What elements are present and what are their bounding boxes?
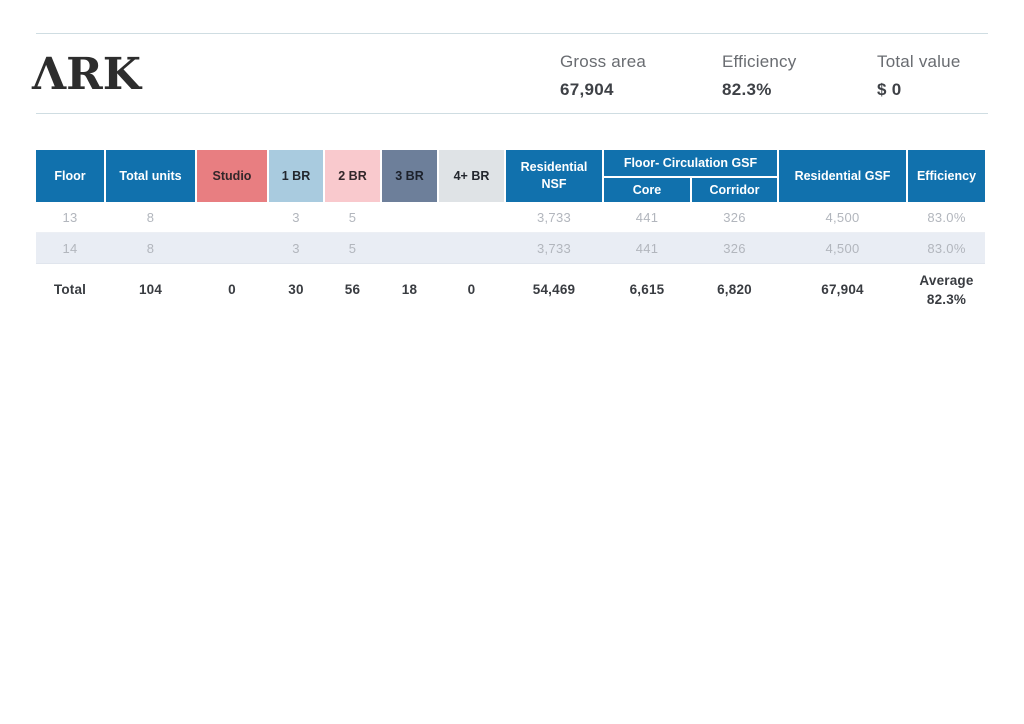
cell-residential-gsf: 4,500 — [825, 240, 860, 256]
col-header-core: Core — [604, 178, 690, 202]
stat-value: 67,904 — [560, 80, 614, 99]
cell-average-efficiency: Average 82.3% — [908, 272, 985, 308]
average-value: 82.3% — [926, 291, 967, 307]
cell-4plus-br: 0 — [467, 282, 476, 298]
cell-efficiency: 83.0% — [927, 209, 966, 225]
cell-1br: 3 — [292, 209, 300, 225]
stat-value: 82.3% — [722, 80, 772, 99]
table-header-row: Floor Total units Studio 1 BR 2 BR 3 BR … — [36, 150, 985, 202]
col-header-studio: Studio — [197, 150, 267, 202]
cell-floor: 14 — [62, 240, 78, 256]
stat-total-value: Total value $ 0 — [877, 52, 960, 100]
cell-total-label: Total — [53, 282, 87, 298]
col-header-total-units: Total units — [106, 150, 195, 202]
residential-nsf-line1: Residential — [520, 160, 588, 175]
cell-residential-nsf: 54,469 — [532, 282, 576, 298]
cell-2br: 5 — [348, 209, 357, 225]
cell-corridor: 326 — [723, 209, 746, 225]
residential-nsf-line2: NSF — [541, 177, 567, 191]
top-divider — [36, 33, 988, 34]
col-header-efficiency: Efficiency — [908, 150, 985, 202]
circulation-subheaders: Core Corridor — [604, 178, 777, 202]
stat-label: Efficiency — [722, 52, 797, 71]
col-header-4plus-br: 4+ BR — [439, 150, 504, 202]
table-row-floor-13: 13 8 3 5 3,733 441 326 4,500 83.0% — [36, 202, 985, 233]
brand-logo: ΛRK — [32, 49, 141, 100]
cell-core: 441 — [635, 240, 659, 256]
col-header-2br: 2 BR — [325, 150, 380, 202]
col-header-floor: Floor — [36, 150, 104, 202]
stat-label: Gross area — [560, 52, 647, 71]
cell-residential-gsf: 4,500 — [825, 209, 860, 225]
circulation-group-title: Floor- Circulation GSF — [604, 150, 777, 176]
cell-residential-gsf: 67,904 — [821, 282, 864, 298]
col-header-3br: 3 BR — [382, 150, 437, 202]
cell-floor: 13 — [62, 209, 78, 225]
average-label: Average — [919, 273, 974, 289]
cell-core: 6,615 — [629, 282, 665, 298]
header-divider — [36, 113, 988, 114]
cell-residential-nsf: 3,733 — [536, 240, 572, 256]
stat-gross-area: Gross area 67,904 — [560, 52, 646, 100]
circulation-group-header: Floor- Circulation GSF Core Corridor — [604, 150, 777, 202]
cell-2br: 56 — [344, 282, 361, 298]
cell-corridor: 6,820 — [717, 282, 752, 298]
stat-efficiency: Efficiency 82.3% — [722, 52, 796, 100]
cell-total-units: 8 — [146, 240, 155, 256]
cell-studio: 0 — [228, 282, 236, 298]
table-row-total: Total 104 0 30 56 18 0 54,469 6,615 6,82… — [36, 268, 985, 313]
cell-total-units: 104 — [138, 282, 163, 298]
col-header-corridor: Corridor — [692, 178, 777, 202]
cell-total-units: 8 — [146, 209, 155, 225]
col-header-residential-gsf: Residential GSF — [779, 150, 906, 202]
cell-core: 441 — [635, 209, 659, 225]
cell-residential-nsf: 3,733 — [536, 209, 572, 225]
cell-1br: 30 — [288, 282, 304, 298]
cell-1br: 3 — [292, 240, 300, 256]
col-header-1br: 1 BR — [269, 150, 323, 202]
stat-label: Total value — [877, 52, 961, 71]
cell-efficiency: 83.0% — [927, 240, 966, 256]
table-row-floor-14: 14 8 3 5 3,733 441 326 4,500 83.0% — [36, 233, 985, 264]
cell-2br: 5 — [348, 240, 357, 256]
floors-table: Floor Total units Studio 1 BR 2 BR 3 BR … — [36, 150, 985, 313]
cell-corridor: 326 — [723, 240, 746, 256]
stat-value: $ 0 — [877, 80, 902, 99]
cell-3br: 18 — [401, 282, 418, 298]
col-header-residential-nsf: Residential NSF — [506, 150, 602, 202]
